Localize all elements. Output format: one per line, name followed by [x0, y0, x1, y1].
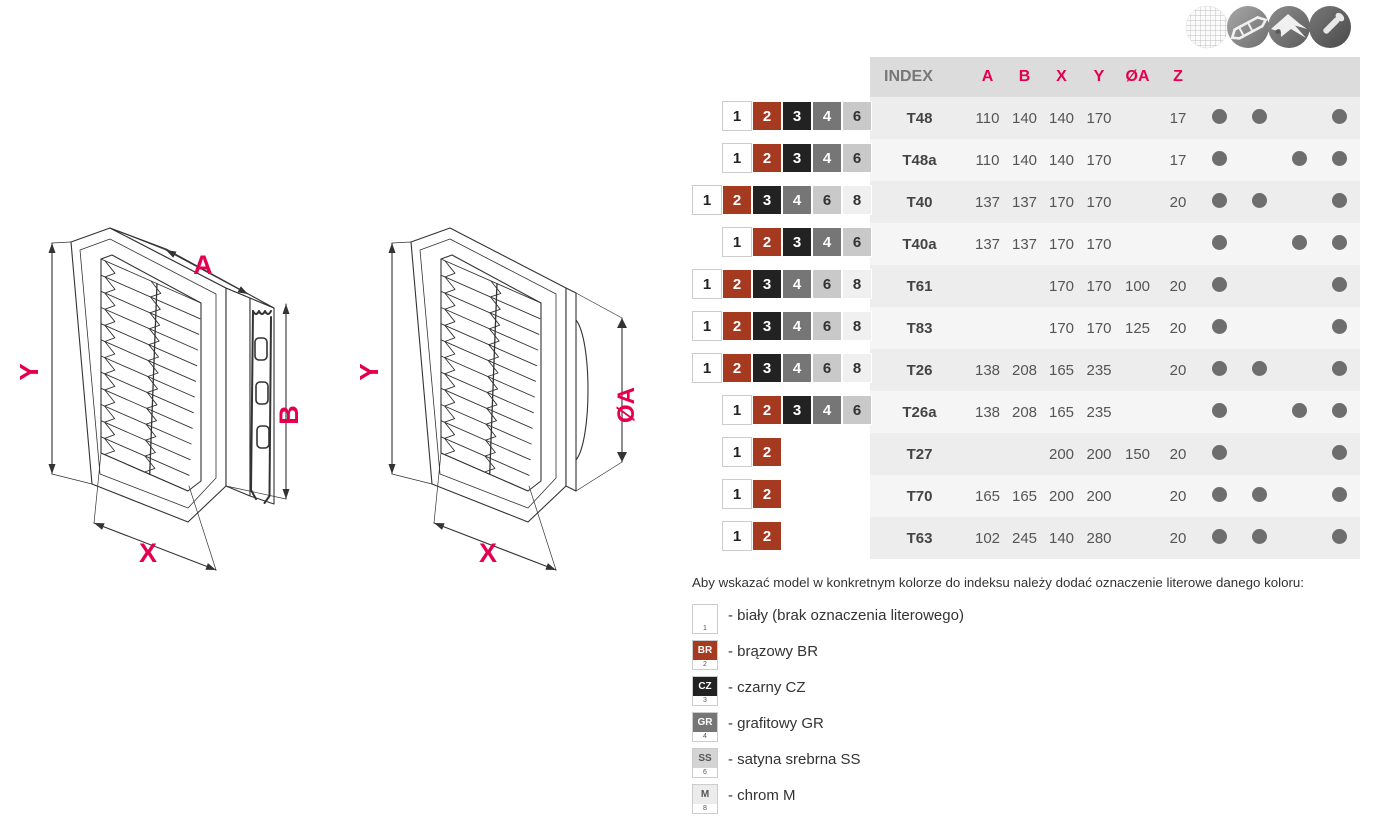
- svg-text:ØA: ØA: [613, 387, 640, 423]
- svg-text:Y: Y: [20, 363, 44, 381]
- svg-text:A: A: [193, 250, 213, 280]
- svg-text:X: X: [139, 538, 157, 568]
- svg-text:Y: Y: [360, 363, 384, 381]
- svg-text:X: X: [479, 538, 497, 568]
- svg-text:B: B: [274, 405, 304, 425]
